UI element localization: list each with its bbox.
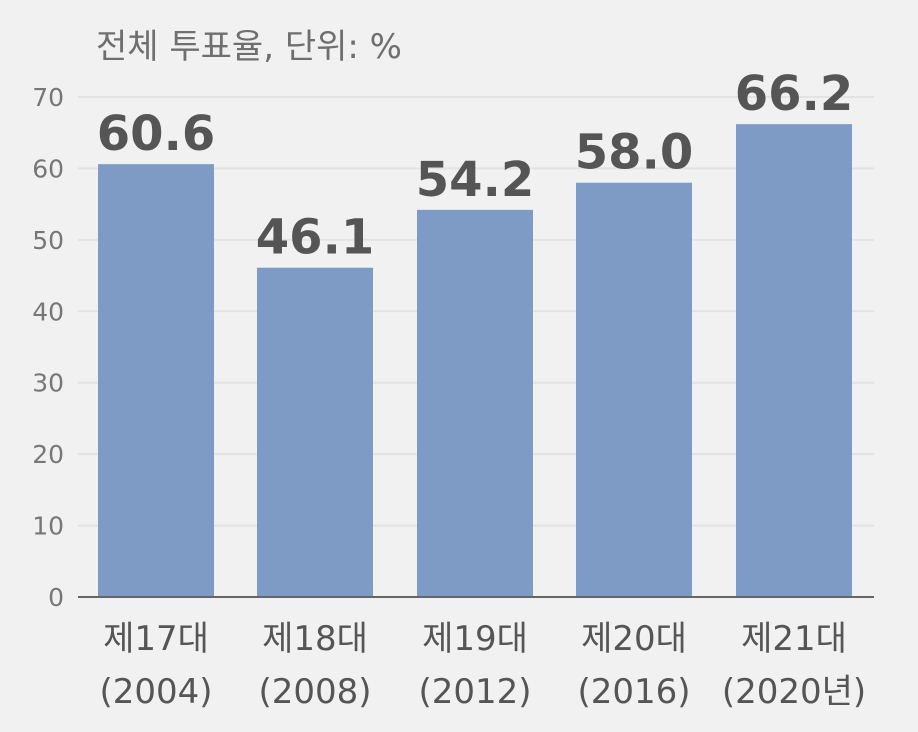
x-tick-label: 제20대: [581, 619, 687, 659]
bars: [98, 124, 852, 598]
y-axis: 0 10 20 30 40 50 60 70: [32, 83, 64, 612]
x-axis: 제17대 (2004) 제18대 (2008) 제19대 (2012) 제20대 (2016)…: [78, 596, 874, 712]
y-tick-label: 70: [32, 83, 64, 112]
y-tick-label: 50: [32, 226, 64, 255]
x-tick-label: 제21대: [741, 619, 847, 659]
value-label: 54.2: [416, 152, 534, 208]
x-tick-label: 제18대: [262, 619, 368, 659]
y-tick-label: 30: [32, 369, 64, 398]
y-tick-label: 0: [48, 583, 64, 612]
bar: [257, 267, 373, 597]
bar: [417, 209, 533, 597]
value-labels: 60.6 46.1 54.2 58.0 66.2: [97, 66, 853, 266]
y-tick-label: 10: [32, 512, 64, 541]
y-tick-label: 40: [32, 297, 64, 326]
x-tick-sublabel: (2020년): [722, 672, 866, 712]
x-tick-sublabel: (2008): [258, 672, 371, 712]
y-tick-label: 60: [32, 154, 64, 183]
bar: [576, 182, 692, 597]
value-label: 60.6: [97, 106, 215, 162]
unit-label: 전체 투표율, 단위: %: [96, 27, 402, 67]
y-tick-label: 20: [32, 440, 64, 469]
x-tick-sublabel: (2004): [99, 672, 212, 712]
x-tick-sublabel: (2016): [577, 672, 690, 712]
bar: [736, 124, 852, 598]
bar: [98, 164, 214, 597]
x-tick-sublabel: (2012): [418, 672, 531, 712]
value-label: 66.2: [735, 66, 853, 122]
value-label: 46.1: [256, 210, 374, 266]
x-tick-label: 제19대: [422, 619, 528, 659]
x-tick-label: 제17대: [103, 619, 209, 659]
value-label: 58.0: [575, 125, 693, 181]
